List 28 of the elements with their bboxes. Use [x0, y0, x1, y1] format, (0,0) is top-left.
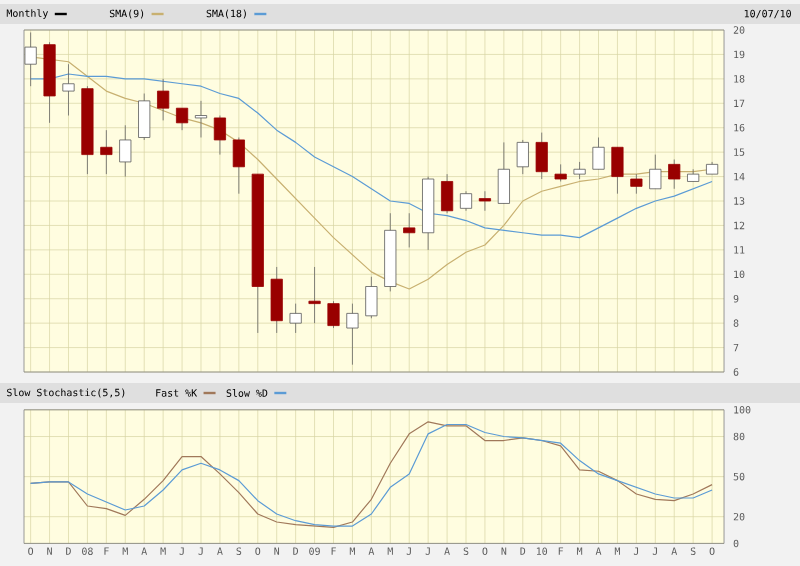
candlestick	[441, 173, 454, 214]
candlestick	[365, 276, 378, 319]
candlestick	[592, 137, 605, 170]
candlestick	[175, 107, 189, 131]
candlestick	[100, 129, 113, 175]
candlestick	[478, 190, 492, 212]
candlestick	[270, 266, 283, 334]
candlestick	[516, 139, 529, 175]
candlestick	[138, 93, 151, 141]
candlestick	[327, 300, 340, 329]
candlestick	[535, 132, 548, 180]
candlestick	[611, 146, 624, 195]
candlestick	[630, 173, 643, 195]
candlestick	[289, 303, 302, 334]
candlestick	[649, 154, 662, 190]
candlestick	[346, 303, 359, 366]
candlestick	[308, 266, 321, 324]
candlestick	[497, 141, 510, 204]
candlestick	[668, 159, 681, 190]
candlestick	[403, 212, 416, 248]
candlestick	[119, 124, 132, 177]
candlestick	[213, 115, 226, 155]
candlestick	[157, 78, 170, 121]
candlestick	[232, 137, 245, 195]
candlestick	[24, 32, 37, 87]
candlestick	[62, 63, 75, 116]
candlestick	[459, 190, 473, 212]
candlestick	[194, 100, 208, 138]
